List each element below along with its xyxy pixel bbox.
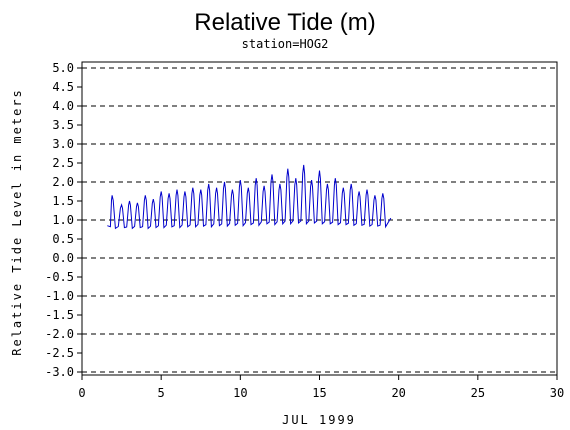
y-tick-label: 0.5 bbox=[52, 232, 74, 246]
x-tick-label: 10 bbox=[233, 386, 247, 400]
x-tick-label: 5 bbox=[158, 386, 165, 400]
x-tick-label: 30 bbox=[550, 386, 564, 400]
x-tick-label: 25 bbox=[471, 386, 485, 400]
y-axis-label: Relative Tide Level in meters bbox=[10, 88, 24, 356]
y-tick-label: 2.5 bbox=[52, 156, 74, 170]
y-tick-label: 5.0 bbox=[52, 61, 74, 75]
chart-title: Relative Tide (m) bbox=[194, 9, 375, 36]
y-axis-ticks: 5.0 4.5 4.0 3.5 3.0 2.5 2.0 1.5 1.0 0.5 0.0 -0.5 -1.… bbox=[45, 61, 82, 379]
y-tick-label: 4.5 bbox=[52, 80, 74, 94]
grid-lines bbox=[82, 67, 557, 373]
y-tick-label: 1.5 bbox=[52, 194, 74, 208]
plot-frame bbox=[81, 61, 558, 376]
x-tick-label: 0 bbox=[78, 386, 85, 400]
y-tick-label: 0.0 bbox=[52, 251, 74, 265]
x-axis-label: JUL 1999 bbox=[282, 413, 356, 427]
y-tick-label: -0.5 bbox=[45, 270, 74, 284]
x-tick-label: 20 bbox=[391, 386, 405, 400]
y-tick-label: -3.0 bbox=[45, 365, 74, 379]
y-tick-label: 1.0 bbox=[52, 213, 74, 227]
x-axis-ticks: 0 5 10 15 20 25 30 bbox=[78, 375, 564, 400]
y-tick-label: 3.5 bbox=[52, 118, 74, 132]
y-tick-label: -2.5 bbox=[45, 346, 74, 360]
y-tick-label: -1.5 bbox=[45, 308, 74, 322]
y-tick-label: 4.0 bbox=[52, 99, 74, 113]
tide-series-line bbox=[107, 164, 392, 230]
y-tick-label: 3.0 bbox=[52, 137, 74, 151]
chart-subtitle: station=HOG2 bbox=[242, 37, 329, 51]
y-tick-label: -2.0 bbox=[45, 327, 74, 341]
x-tick-label: 15 bbox=[312, 386, 326, 400]
y-tick-label: 2.0 bbox=[52, 175, 74, 189]
y-tick-label: -1.0 bbox=[45, 289, 74, 303]
